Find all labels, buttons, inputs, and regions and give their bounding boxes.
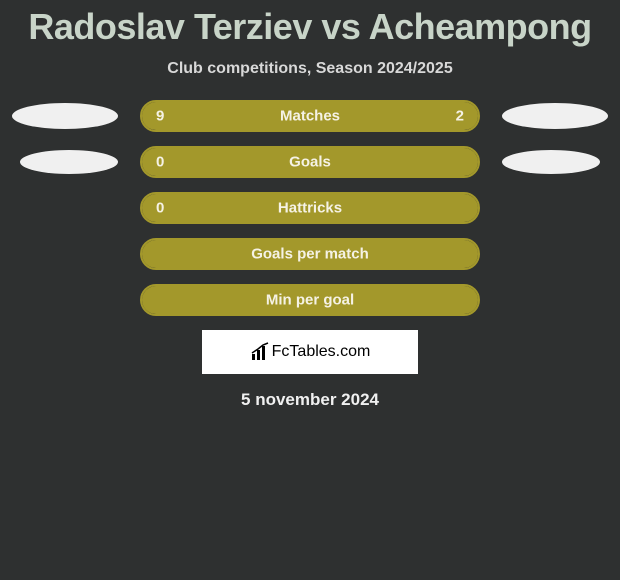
logo-text: FcTables.com bbox=[272, 343, 371, 361]
player-left-avatar bbox=[12, 103, 118, 129]
date-text: 5 november 2024 bbox=[0, 390, 620, 410]
stat-label: Goals per match bbox=[251, 246, 369, 263]
stat-bar: Goals per match bbox=[140, 238, 480, 270]
stat-row: 0 Hattricks bbox=[0, 192, 620, 224]
stat-label: Goals bbox=[289, 154, 331, 171]
player-left-avatar bbox=[20, 150, 118, 174]
stat-label: Min per goal bbox=[266, 292, 354, 309]
stat-row: 9 Matches 2 bbox=[0, 100, 620, 132]
subtitle: Club competitions, Season 2024/2025 bbox=[0, 60, 620, 78]
stat-value-left: 0 bbox=[156, 200, 164, 217]
bar-fill-left bbox=[142, 102, 404, 130]
stat-bar: 0 Goals bbox=[140, 146, 480, 178]
bar-chart-icon bbox=[250, 342, 270, 362]
stat-value-left: 9 bbox=[156, 108, 164, 125]
player-right-avatar bbox=[502, 150, 600, 174]
stat-bar: 0 Hattricks bbox=[140, 192, 480, 224]
page-title: Radoslav Terziev vs Acheampong bbox=[0, 6, 620, 48]
fctables-logo[interactable]: FcTables.com bbox=[202, 330, 418, 374]
stat-bar: 9 Matches 2 bbox=[140, 100, 480, 132]
stat-row: Min per goal bbox=[0, 284, 620, 316]
player-right-avatar bbox=[502, 103, 608, 129]
stat-value-left: 0 bbox=[156, 154, 164, 171]
stat-row: Goals per match bbox=[0, 238, 620, 270]
stat-label: Hattricks bbox=[278, 200, 342, 217]
stat-label: Matches bbox=[280, 108, 340, 125]
comparison-widget: Radoslav Terziev vs Acheampong Club comp… bbox=[0, 0, 620, 410]
stat-value-right: 2 bbox=[456, 108, 464, 125]
bar-fill-right bbox=[404, 102, 478, 130]
stat-row: 0 Goals bbox=[0, 146, 620, 178]
stat-bar: Min per goal bbox=[140, 284, 480, 316]
